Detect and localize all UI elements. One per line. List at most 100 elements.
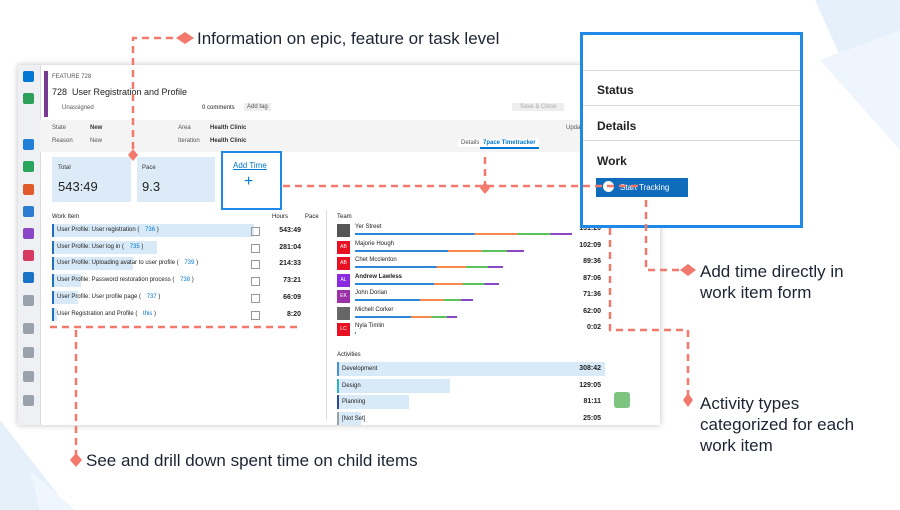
activity-hours: 81:11 — [583, 398, 601, 405]
field-label: Area — [178, 125, 191, 131]
hours-bar — [52, 257, 133, 271]
fields-band — [40, 120, 660, 152]
separator — [583, 105, 800, 106]
icon — [23, 93, 34, 104]
field-label: State — [52, 125, 67, 131]
member-hours: 71:36 — [583, 291, 601, 298]
work-item-name[interactable]: User Profile: User log in ( 735 ) — [57, 243, 144, 250]
work-item-name[interactable]: User Profile: Uploading avatar to user p… — [57, 260, 199, 267]
icon — [23, 371, 34, 382]
drill-icon — [251, 243, 260, 253]
add-tag[interactable]: Add tag — [244, 103, 271, 111]
field-value[interactable]: Health Clinic — [210, 138, 247, 144]
paren: ( 739 ) — [176, 260, 199, 267]
member-name[interactable]: Michell Corker — [355, 306, 394, 313]
type-label: FEATURE 728 — [52, 74, 92, 80]
work-item-id[interactable]: 735 — [129, 243, 140, 250]
comments[interactable]: 0 comments — [202, 105, 235, 111]
activity-bar — [337, 362, 605, 376]
sidebar — [18, 65, 41, 425]
drill-icon — [251, 310, 260, 320]
tab[interactable]: Details — [458, 139, 483, 147]
hours-text: 214:33 — [279, 260, 301, 268]
drill-icon — [251, 277, 260, 287]
work-item-id[interactable]: 739 — [184, 260, 195, 267]
callout: Add time directly in — [700, 262, 844, 281]
member-hours: 89:36 — [583, 258, 601, 265]
member-name[interactable]: John Dorian — [355, 290, 388, 296]
assigned[interactable]: Unassigned — [62, 105, 94, 111]
hours-text: 73:21 — [283, 277, 301, 285]
activity-hours: 25:05 — [583, 414, 601, 422]
avatar: EK — [337, 290, 350, 303]
total-value: 543:49 — [58, 179, 98, 194]
paren: ( 735 ) — [122, 243, 144, 250]
avatar: AB — [337, 240, 350, 254]
save-button[interactable]: Save & Close — [512, 103, 565, 111]
add-time-link[interactable]: Add Time — [233, 161, 267, 170]
popup-item[interactable]: Status — [597, 83, 634, 97]
activity-hours: 129:05 — [579, 381, 601, 389]
callout: work item form — [700, 283, 812, 302]
callout: Information on epic, feature or task lev… — [197, 29, 500, 48]
icon — [23, 395, 34, 406]
activity-name: [Not Set] — [342, 415, 366, 422]
member-name[interactable]: Yer Street — [355, 224, 382, 230]
add-time-box[interactable] — [221, 151, 282, 210]
hours-text: 8:20 — [286, 310, 301, 318]
member-name[interactable]: Nyla Timlin — [355, 323, 385, 329]
hours-bar — [52, 307, 58, 321]
work-item-id[interactable]: 736 — [145, 227, 156, 233]
member-hours: 0:02 — [586, 324, 601, 331]
work-item-id[interactable]: this — [143, 310, 153, 317]
popup-item[interactable]: Details — [597, 119, 637, 133]
member-name[interactable]: Andrew Lawless — [355, 273, 403, 280]
member-bar — [355, 266, 504, 268]
callout: Activity types — [700, 394, 800, 413]
item-title: User Registration and Profile — [72, 87, 188, 97]
field-value[interactable]: New — [90, 138, 103, 144]
callout: categorized for each — [700, 415, 855, 434]
field-value[interactable]: Health Clinic — [210, 125, 247, 131]
avatar — [337, 306, 350, 320]
work-item-name[interactable]: User Registration and Profile ( this ) — [57, 310, 157, 317]
member-bar — [355, 233, 572, 235]
avatar: LC — [337, 323, 350, 336]
team-header: Team — [337, 214, 352, 220]
paren: ( 737 ) — [139, 293, 161, 300]
work-item-name[interactable]: User Profile: Password restoration proce… — [57, 277, 194, 284]
member-bar — [355, 249, 524, 252]
activity-name: Planning — [342, 399, 366, 405]
work-item-id[interactable]: 737 — [146, 293, 157, 300]
col-header: Hours — [272, 214, 289, 220]
avatar — [337, 224, 350, 237]
member-bar — [355, 282, 499, 285]
activity-bar — [337, 378, 451, 393]
member-name[interactable]: Chet Mcclenton — [355, 257, 397, 263]
plus-icon[interactable]: + — [244, 173, 254, 190]
work-item-id[interactable]: 738 — [180, 277, 191, 284]
pace-box — [137, 157, 215, 202]
col-header: Work Item — [52, 214, 80, 220]
member-name[interactable]: Majorie Hough — [355, 240, 395, 247]
app-window: FEATURE 728 728 User Registration and Pr… — [18, 65, 660, 425]
popup-item[interactable]: Work — [597, 154, 627, 168]
member-hours: 62:00 — [583, 307, 601, 315]
pace-value: 9.3 — [142, 179, 161, 194]
item-id: 728 — [52, 87, 68, 97]
update-label: Upda — [566, 125, 581, 131]
fab[interactable] — [614, 392, 630, 408]
icon — [23, 250, 34, 261]
button-label[interactable]: Start Tracking — [620, 183, 670, 192]
hours-bar — [52, 274, 81, 288]
total-label: Total — [58, 165, 71, 171]
hours-bar — [52, 240, 158, 254]
field-value[interactable]: New — [90, 125, 103, 131]
hours-bar — [52, 224, 254, 237]
work-item-name[interactable]: User Profile: User profile page ( 737 ) — [57, 293, 161, 300]
tab-active[interactable]: 7pace Timetracker — [480, 139, 539, 149]
work-item-name[interactable]: User Profile: User registration ( 736 ) — [57, 227, 159, 233]
